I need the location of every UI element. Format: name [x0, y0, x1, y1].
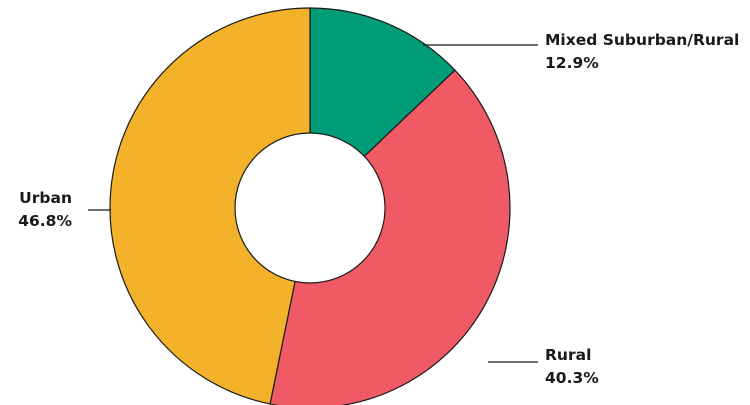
- slice-value-rural: 40.3%: [545, 369, 599, 387]
- slice-label-rural: Rural: [545, 346, 591, 364]
- donut-hole: [234, 132, 386, 284]
- slice-value-mixed-suburban-rural: 12.9%: [545, 54, 599, 72]
- slice-label-mixed-suburban-rural: Mixed Suburban/Rural: [545, 31, 739, 49]
- slice-urban: [109, 7, 311, 405]
- slice-label-urban: Urban: [19, 189, 72, 207]
- slice-value-urban: 46.8%: [18, 212, 72, 230]
- slice-rural: [269, 69, 511, 405]
